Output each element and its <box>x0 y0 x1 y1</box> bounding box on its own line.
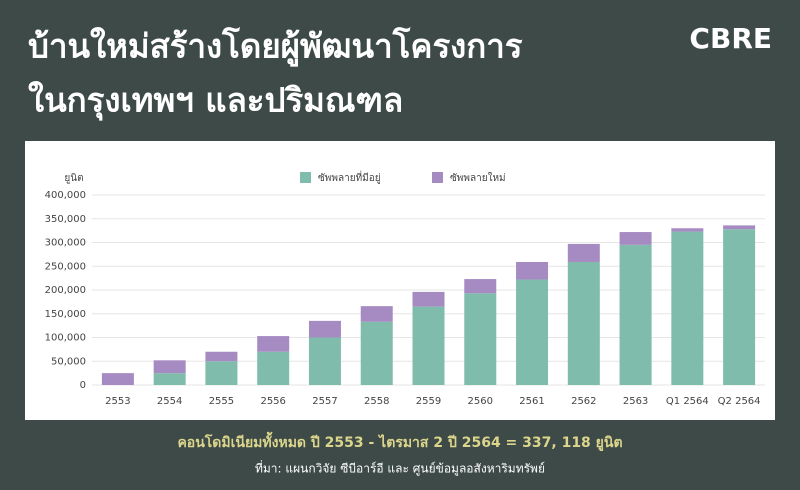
bar-segment <box>153 360 186 374</box>
bar-segment <box>257 336 290 352</box>
legend-swatch <box>432 172 443 183</box>
legend-label: ซัพพลายใหม่ <box>450 172 506 184</box>
summary: คอนโดมิเนียมทั้งหมด ปี 2553 - ไตรมาส 2 ป… <box>177 431 622 451</box>
x-tick-label: 2553 <box>105 396 130 407</box>
y-tick-label: 0 <box>80 380 86 391</box>
bar-segment <box>308 320 341 338</box>
logo: CBRE <box>689 22 772 55</box>
bar-segment <box>464 279 497 294</box>
x-tick-label: 2563 <box>623 396 648 407</box>
x-tick-label: 2555 <box>209 396 234 407</box>
x-tick-label: 2558 <box>364 396 389 407</box>
chart-panel <box>25 141 775 420</box>
x-tick-label: Q2 2564 <box>718 396 761 407</box>
x-tick-label: Q1 2564 <box>666 396 709 407</box>
x-tick-label: 2559 <box>416 396 441 407</box>
bar-segment <box>205 361 238 385</box>
y-tick-label: 300,000 <box>45 238 86 249</box>
y-tick-label: 400,000 <box>45 190 86 201</box>
bar-segment <box>619 232 652 245</box>
x-tick-label: 2554 <box>157 396 182 407</box>
bar-segment <box>567 243 600 262</box>
y-tick-label: 150,000 <box>45 309 86 320</box>
bar-segment <box>619 244 652 385</box>
bar-segment <box>360 321 393 385</box>
x-tick-label: 2557 <box>312 396 337 407</box>
title-line: ในกรุงเทพฯ และปริมณฑล <box>28 81 403 122</box>
y-tick-label: 250,000 <box>45 261 86 272</box>
x-tick-label: 2556 <box>260 396 285 407</box>
y-unit-label: ยูนิต <box>64 173 83 184</box>
y-tick-label: 350,000 <box>45 214 86 225</box>
x-tick-label: 2560 <box>468 396 493 407</box>
bar-segment <box>723 225 756 230</box>
y-tick-label: 50,000 <box>51 356 86 367</box>
x-tick-label: 2562 <box>571 396 596 407</box>
source: ที่มา: แผนกวิจัย ซีบีอาร์อี และ ศูนย์ข้อ… <box>255 460 545 477</box>
bar-segment <box>101 373 134 385</box>
bar-segment <box>567 261 600 385</box>
y-tick-label: 100,000 <box>45 333 86 344</box>
bar-segment <box>671 228 704 232</box>
x-tick-label: 2561 <box>519 396 544 407</box>
bar-segment <box>257 351 290 385</box>
bar-segment <box>671 231 704 385</box>
bar-segment <box>464 293 497 385</box>
bar-segment <box>360 306 393 322</box>
bar-segment <box>412 291 445 307</box>
legend-swatch <box>300 172 311 183</box>
bar-segment <box>205 351 238 362</box>
bar-segment <box>723 229 756 385</box>
bar-segment <box>308 337 341 385</box>
bar-segment <box>153 373 186 385</box>
bar-segment <box>516 279 549 385</box>
bar-segment <box>412 306 445 385</box>
title-line: บ้านใหม่สร้างโดยผู้พัฒนาโครงการ <box>28 27 523 68</box>
bar-segment <box>516 261 549 280</box>
legend-label: ซัพพลายที่มีอยู่ <box>318 170 381 184</box>
y-tick-label: 200,000 <box>45 285 86 296</box>
